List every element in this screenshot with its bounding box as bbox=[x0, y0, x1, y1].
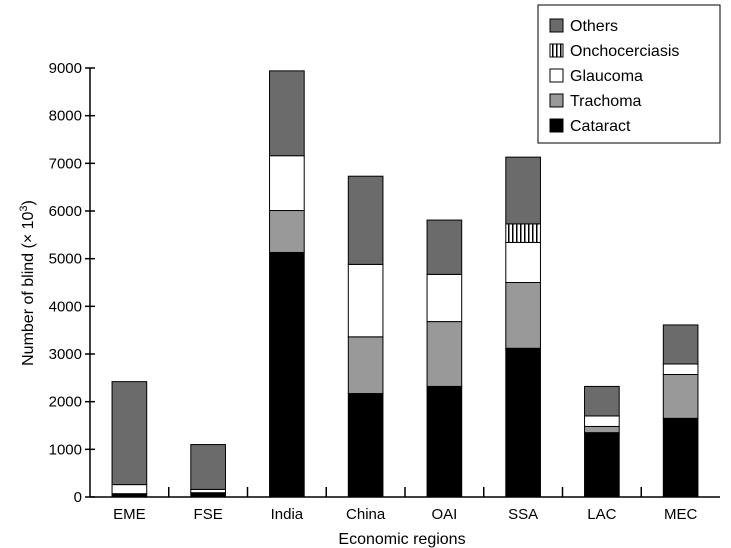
bar-segment-glaucoma bbox=[347, 263, 384, 338]
bar-segment-cataract bbox=[269, 251, 305, 498]
bar-segment-glaucoma bbox=[662, 363, 699, 375]
bar-segment-glaucoma bbox=[111, 484, 148, 495]
bar-segment-others bbox=[190, 444, 226, 490]
x-tick-label: China bbox=[346, 506, 386, 523]
bar-segment-cataract bbox=[190, 492, 226, 498]
y-tick-label: 2000 bbox=[49, 394, 82, 411]
x-tick-label: FSE bbox=[194, 506, 223, 523]
legend-label-cataract: Cataract bbox=[570, 118, 631, 135]
x-axis: EME FSE India China OAI SSA LAC MEC bbox=[90, 487, 720, 523]
bar-segment-others bbox=[662, 324, 699, 365]
x-tick-label: SSA bbox=[508, 506, 538, 523]
y-tick-label: 4000 bbox=[49, 298, 82, 315]
y-axis-label: Number of blind (× 103) bbox=[18, 200, 37, 366]
legend-swatch-trachoma bbox=[549, 93, 564, 108]
bar-segment-glaucoma bbox=[190, 488, 226, 494]
x-tick-label: MEC bbox=[664, 506, 698, 523]
legend-label-onchocerciasis: Onchocerciasis bbox=[570, 43, 679, 60]
y-tick-label: 8000 bbox=[49, 108, 82, 125]
legend-swatch-glaucoma bbox=[549, 68, 564, 83]
bar-segment-others bbox=[347, 175, 384, 265]
y-axis: 0 1000 2000 3000 4000 5000 6000 7000 8000 9000 bbox=[49, 60, 95, 506]
x-axis-label: Economic regions bbox=[338, 531, 465, 548]
legend-swatch-onchocerciasis bbox=[549, 43, 564, 58]
y-tick-label: 9000 bbox=[49, 60, 82, 77]
bar-segment-others bbox=[111, 381, 148, 486]
bar-segment-cataract bbox=[584, 432, 620, 498]
legend-swatch-cataract bbox=[549, 118, 564, 133]
legend: Others Onchocerciasis Glaucoma Trachoma Cata… bbox=[537, 4, 721, 144]
legend-swatch-others bbox=[549, 18, 564, 33]
legend-label-others: Others bbox=[570, 18, 618, 35]
bar-segment-glaucoma bbox=[584, 415, 620, 427]
bar-segment-trachoma bbox=[662, 373, 699, 419]
bar-segment-glaucoma bbox=[426, 273, 463, 323]
y-tick-label: 1000 bbox=[49, 441, 82, 458]
bar-segment-trachoma bbox=[347, 336, 384, 395]
y-tick-label: 6000 bbox=[49, 203, 82, 220]
bar-segment-onchocerciasis bbox=[505, 223, 541, 243]
bar-segment-glaucoma bbox=[269, 155, 305, 212]
y-tick-label: 7000 bbox=[49, 155, 82, 172]
bar-segment-glaucoma bbox=[505, 241, 541, 284]
legend-box bbox=[537, 4, 721, 144]
bar-segment-others bbox=[505, 156, 541, 225]
x-tick-label: India bbox=[271, 506, 304, 523]
bar-segment-others bbox=[426, 219, 463, 275]
legend-label-trachoma: Trachoma bbox=[570, 93, 642, 110]
x-tick-label: EME bbox=[113, 506, 146, 523]
bar-segment-trachoma bbox=[505, 282, 541, 349]
legend-label-glaucoma: Glaucoma bbox=[570, 68, 643, 85]
x-tick-label: OAI bbox=[431, 506, 457, 523]
bar-segment-cataract bbox=[347, 393, 384, 498]
bar-segment-trachoma bbox=[426, 321, 463, 387]
y-tick-label: 0 bbox=[74, 489, 82, 506]
bar-segment-trachoma bbox=[584, 425, 620, 434]
bar-segment-cataract bbox=[505, 347, 541, 498]
bar-segment-cataract bbox=[426, 385, 463, 498]
bar-segment-cataract bbox=[662, 417, 699, 498]
y-tick-label: 3000 bbox=[49, 346, 82, 363]
y-axis-label-superscript: 3 bbox=[18, 205, 30, 211]
bar-segment-trachoma bbox=[269, 210, 305, 253]
bar-segment-others bbox=[584, 385, 620, 417]
bar-segment-others bbox=[269, 70, 305, 157]
x-tick-label: LAC bbox=[587, 506, 616, 523]
y-tick-label: 5000 bbox=[49, 251, 82, 268]
bars bbox=[111, 70, 699, 498]
